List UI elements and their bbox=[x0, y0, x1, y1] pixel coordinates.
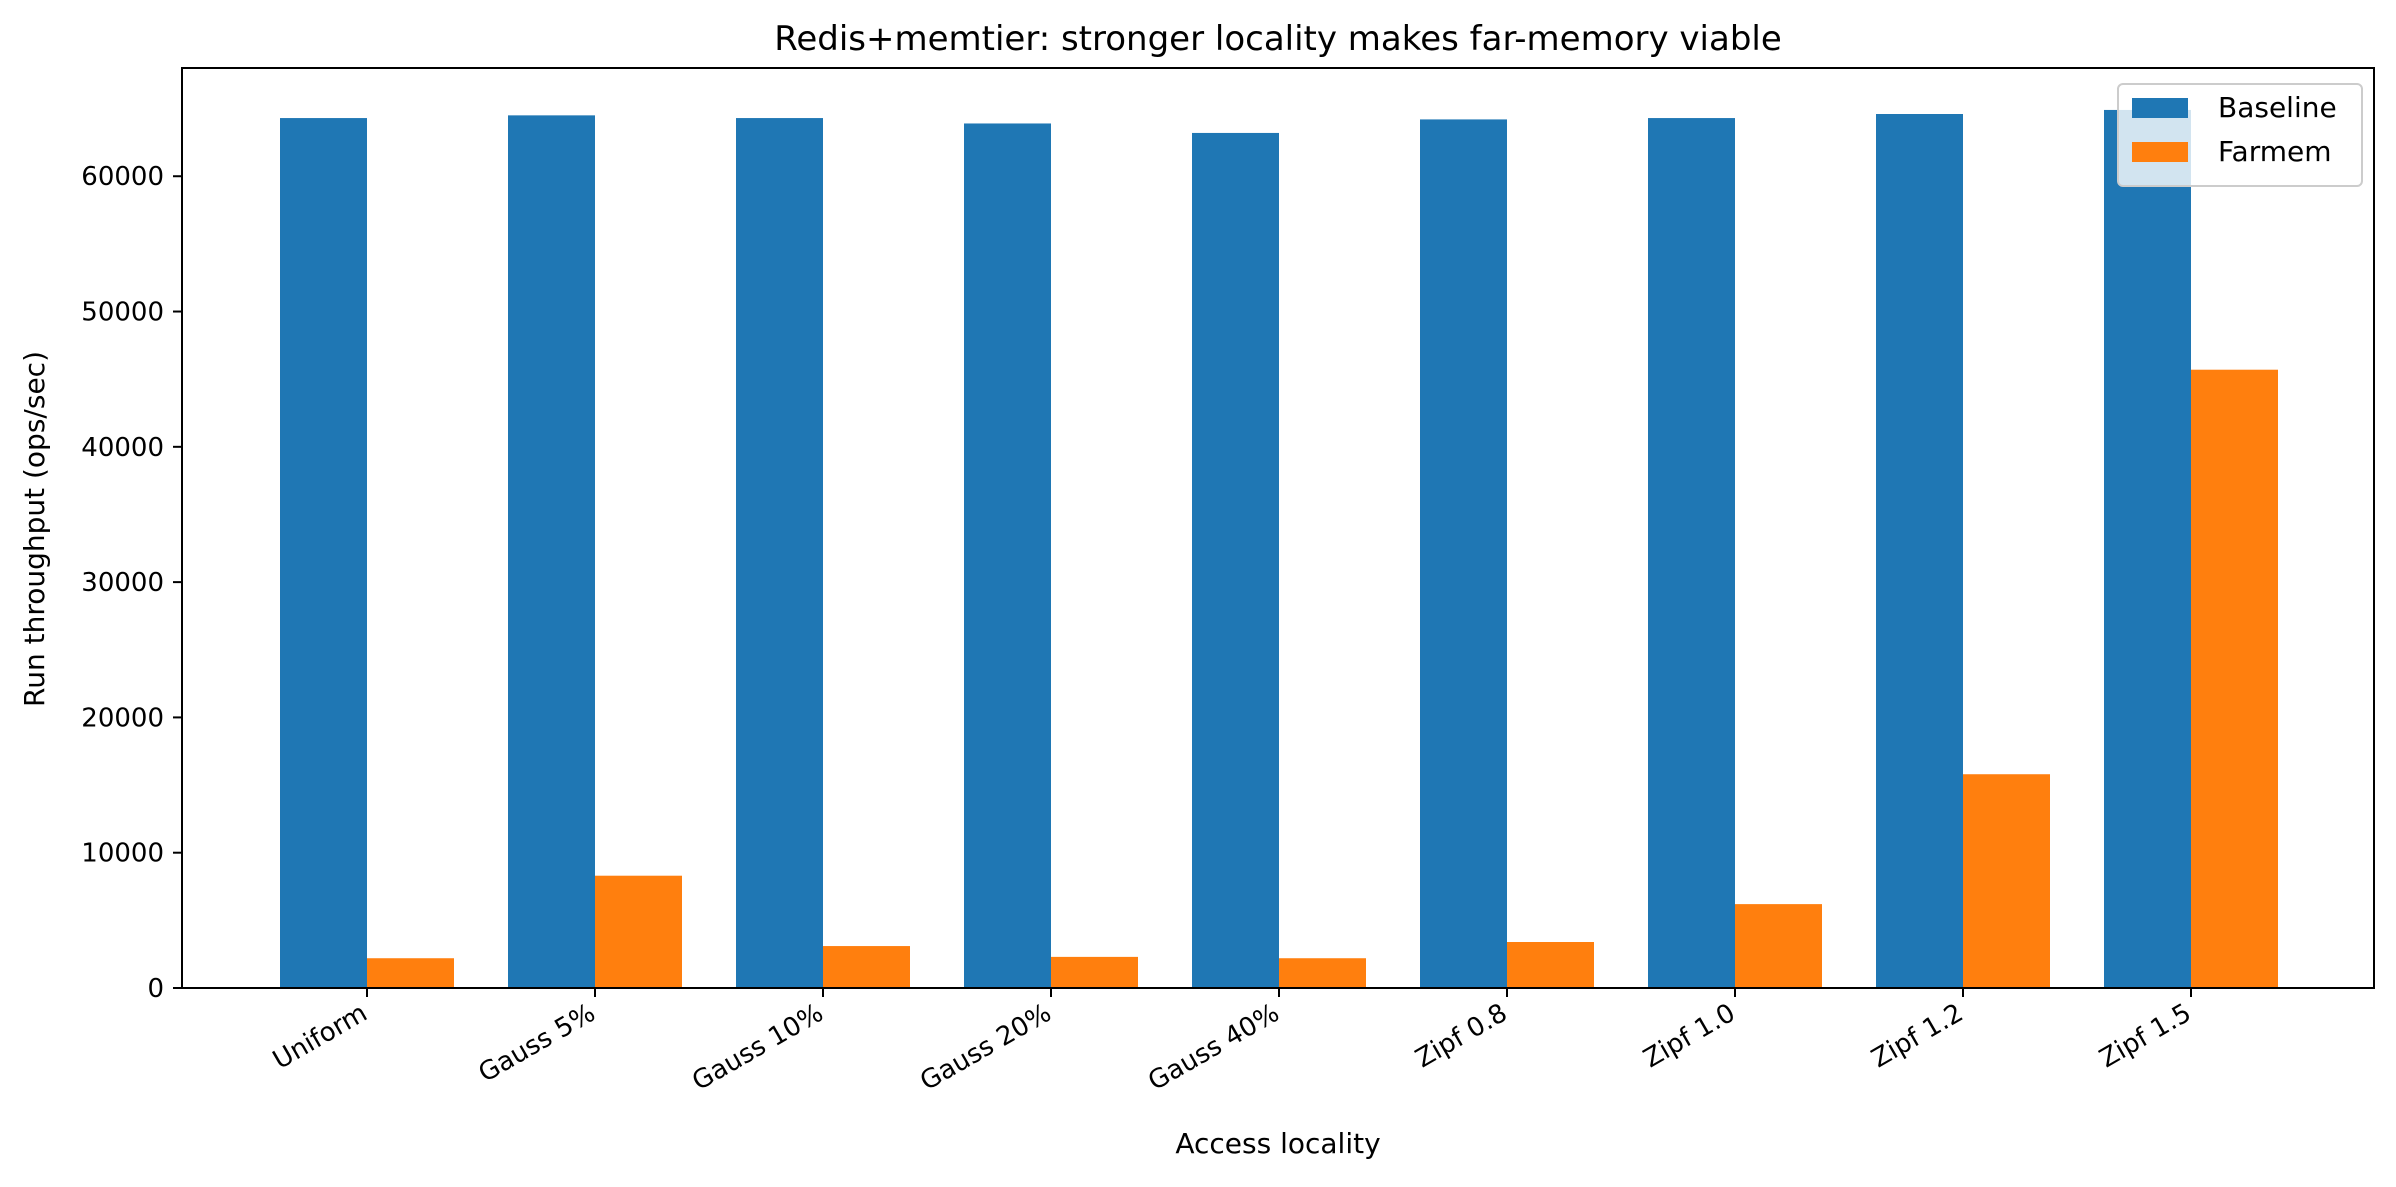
bar-baseline-3 bbox=[964, 123, 1051, 989]
bar-farmem-1 bbox=[595, 875, 682, 988]
bar-farmem-2 bbox=[823, 946, 910, 988]
chart-title: Redis+memtier: stronger locality makes f… bbox=[774, 19, 1782, 59]
y-tick-label-2: 20000 bbox=[81, 703, 164, 733]
legend-swatch-farmem bbox=[2132, 142, 2188, 162]
bar-farmem-5 bbox=[1507, 942, 1594, 988]
bar-farmem-4 bbox=[1279, 958, 1366, 988]
bar-baseline-0 bbox=[280, 118, 367, 988]
legend-swatch-baseline bbox=[2132, 98, 2188, 118]
bar-baseline-4 bbox=[1192, 132, 1279, 989]
bar-baseline-1 bbox=[508, 115, 595, 988]
x-tick-label-6: Zipf 1.0 bbox=[1639, 998, 1741, 1074]
bar-farmem-0 bbox=[367, 958, 454, 988]
bar-baseline-2 bbox=[736, 118, 823, 988]
y-axis-ticks: 0 10000 20000 30000 40000 50000 60000 bbox=[81, 162, 182, 1004]
legend-label-baseline: Baseline bbox=[2218, 91, 2337, 124]
bar-farmem-6 bbox=[1735, 904, 1822, 988]
x-tick-label-2: Gauss 10% bbox=[687, 998, 828, 1097]
bar-farmem-8 bbox=[2191, 369, 2278, 988]
y-tick-label-6: 60000 bbox=[81, 162, 164, 192]
y-tick-label-4: 40000 bbox=[81, 433, 164, 463]
bar-baseline-6 bbox=[1648, 118, 1735, 988]
plot-bars bbox=[280, 109, 2278, 989]
bar-baseline-5 bbox=[1420, 119, 1507, 989]
bar-farmem-7 bbox=[1963, 774, 2050, 988]
bar-baseline-8 bbox=[2104, 109, 2191, 989]
y-tick-label-1: 10000 bbox=[81, 839, 164, 869]
x-axis-ticks: Uniform Gauss 5% Gauss 10% Gauss 20% Gauss 4… bbox=[268, 988, 2197, 1097]
y-tick-label-3: 30000 bbox=[81, 568, 164, 598]
y-axis-label: Run throughput (ops/sec) bbox=[18, 351, 51, 707]
x-tick-label-0: Uniform bbox=[268, 998, 373, 1076]
x-tick-label-7: Zipf 1.2 bbox=[1867, 998, 1969, 1074]
y-tick-label-5: 50000 bbox=[81, 298, 164, 328]
x-tick-label-8: Zipf 1.5 bbox=[2095, 998, 2197, 1074]
bar-baseline-7 bbox=[1876, 114, 1963, 988]
y-tick-label-0: 0 bbox=[147, 974, 164, 1004]
plot-frame bbox=[181, 67, 2375, 989]
x-tick-label-3: Gauss 20% bbox=[915, 998, 1056, 1097]
x-axis-label: Access locality bbox=[1175, 1127, 1380, 1160]
legend-label-farmem: Farmem bbox=[2218, 135, 2332, 168]
bar-farmem-3 bbox=[1051, 956, 1138, 988]
x-tick-label-1: Gauss 5% bbox=[474, 998, 601, 1089]
x-tick-label-5: Zipf 0.8 bbox=[1411, 998, 1513, 1074]
legend: Baseline Farmem bbox=[2117, 83, 2363, 187]
x-tick-label-4: Gauss 40% bbox=[1143, 998, 1284, 1097]
